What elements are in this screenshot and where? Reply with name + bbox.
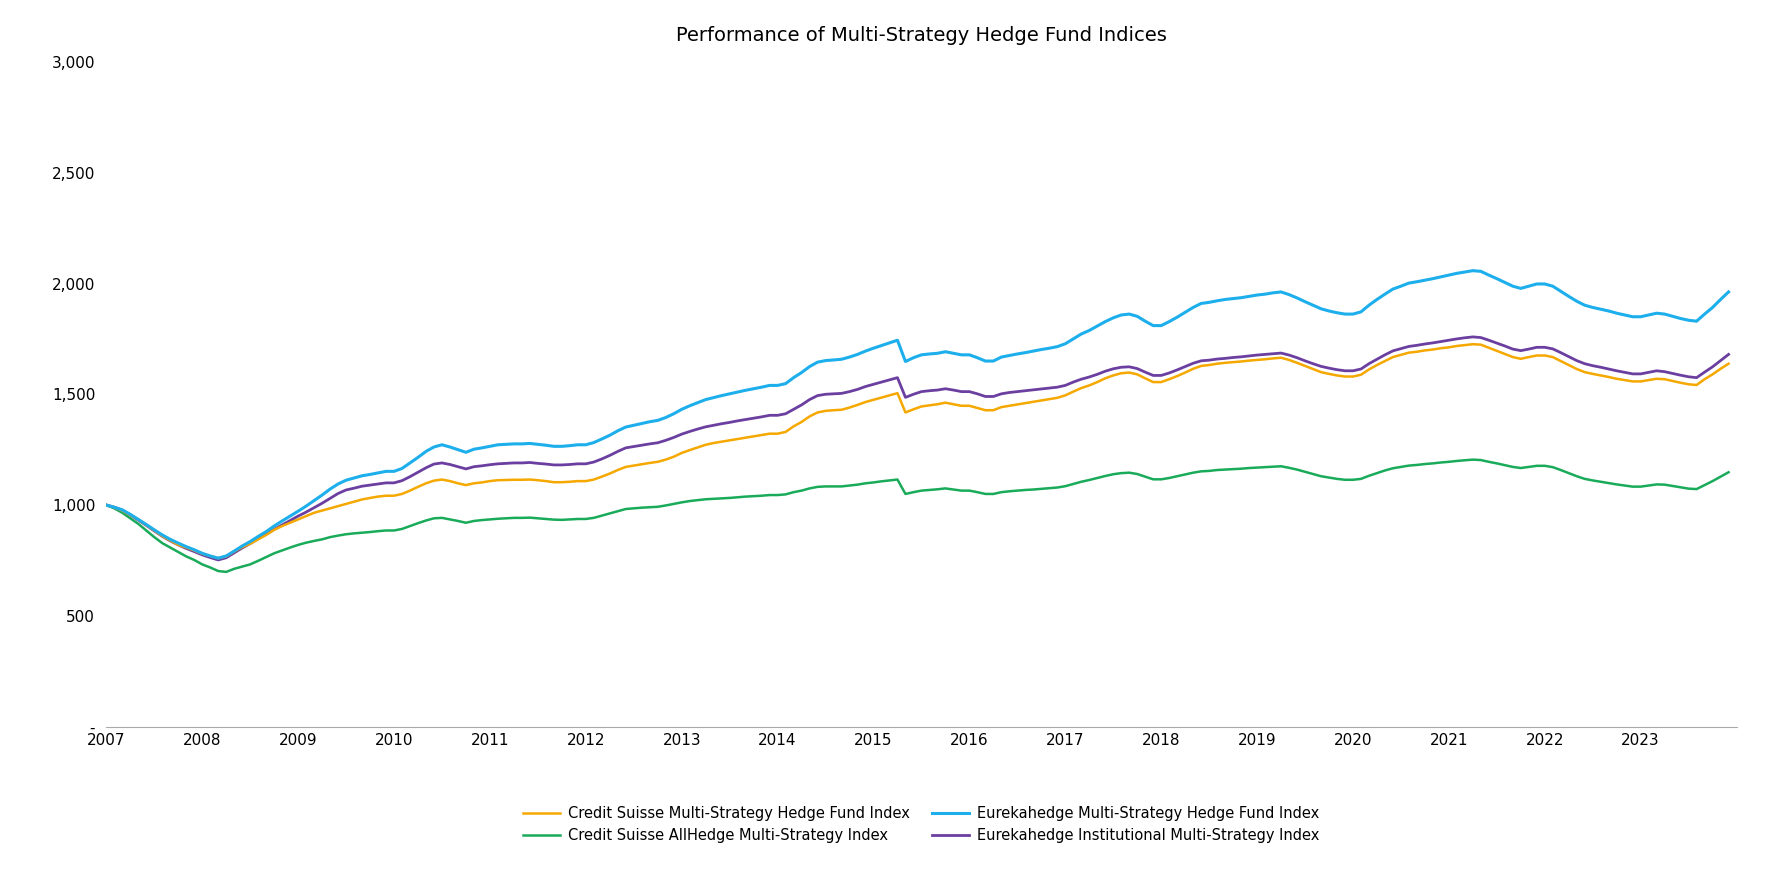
Eurekahedge Institutional Multi-Strategy Index <box>535 459 556 470</box>
Credit Suisse Multi-Strategy Hedge Fund Index <box>1717 358 1738 369</box>
Line: Eurekahedge Institutional Multi-Strategy Index: Eurekahedge Institutional Multi-Strategy… <box>106 337 1728 560</box>
Line: Eurekahedge Multi-Strategy Hedge Fund Index: Eurekahedge Multi-Strategy Hedge Fund In… <box>106 271 1728 558</box>
Credit Suisse AllHedge Multi-Strategy Index <box>216 567 237 578</box>
Eurekahedge Institutional Multi-Strategy Index <box>280 516 301 526</box>
Credit Suisse AllHedge Multi-Strategy Index <box>1302 469 1324 479</box>
Credit Suisse AllHedge Multi-Strategy Index <box>280 542 301 553</box>
Eurekahedge Multi-Strategy Hedge Fund Index <box>280 510 301 521</box>
Eurekahedge Multi-Strategy Hedge Fund Index <box>1302 299 1324 311</box>
Eurekahedge Institutional Multi-Strategy Index <box>1717 349 1738 360</box>
Eurekahedge Multi-Strategy Hedge Fund Index <box>1717 286 1738 297</box>
Credit Suisse Multi-Strategy Hedge Fund Index <box>96 500 117 510</box>
Credit Suisse Multi-Strategy Hedge Fund Index <box>920 400 941 410</box>
Credit Suisse AllHedge Multi-Strategy Index <box>920 485 941 495</box>
Title: Performance of Multi-Strategy Hedge Fund Indices: Performance of Multi-Strategy Hedge Fund… <box>675 27 1168 45</box>
Eurekahedge Institutional Multi-Strategy Index <box>1302 358 1324 369</box>
Credit Suisse AllHedge Multi-Strategy Index <box>96 500 117 510</box>
Credit Suisse Multi-Strategy Hedge Fund Index <box>952 400 973 411</box>
Credit Suisse AllHedge Multi-Strategy Index <box>535 514 556 525</box>
Eurekahedge Institutional Multi-Strategy Index <box>1462 331 1483 342</box>
Line: Credit Suisse Multi-Strategy Hedge Fund Index: Credit Suisse Multi-Strategy Hedge Fund … <box>106 344 1728 558</box>
Credit Suisse AllHedge Multi-Strategy Index <box>1462 455 1483 465</box>
Line: Credit Suisse AllHedge Multi-Strategy Index: Credit Suisse AllHedge Multi-Strategy In… <box>106 460 1728 572</box>
Credit Suisse AllHedge Multi-Strategy Index <box>1717 467 1738 478</box>
Eurekahedge Multi-Strategy Hedge Fund Index <box>1462 266 1483 276</box>
Credit Suisse AllHedge Multi-Strategy Index <box>376 525 397 536</box>
Eurekahedge Institutional Multi-Strategy Index <box>952 386 973 397</box>
Credit Suisse Multi-Strategy Hedge Fund Index <box>1462 338 1483 349</box>
Eurekahedge Multi-Strategy Hedge Fund Index <box>376 466 397 477</box>
Eurekahedge Institutional Multi-Strategy Index <box>207 555 229 565</box>
Eurekahedge Multi-Strategy Hedge Fund Index <box>207 553 229 563</box>
Eurekahedge Multi-Strategy Hedge Fund Index <box>952 349 973 360</box>
Credit Suisse Multi-Strategy Hedge Fund Index <box>1302 364 1324 375</box>
Eurekahedge Institutional Multi-Strategy Index <box>376 478 397 488</box>
Credit Suisse Multi-Strategy Hedge Fund Index <box>207 553 229 563</box>
Eurekahedge Institutional Multi-Strategy Index <box>920 385 941 396</box>
Credit Suisse Multi-Strategy Hedge Fund Index <box>376 491 397 501</box>
Credit Suisse Multi-Strategy Hedge Fund Index <box>280 517 301 528</box>
Credit Suisse Multi-Strategy Hedge Fund Index <box>535 476 556 486</box>
Eurekahedge Multi-Strategy Hedge Fund Index <box>96 500 117 510</box>
Eurekahedge Multi-Strategy Hedge Fund Index <box>920 349 941 360</box>
Eurekahedge Institutional Multi-Strategy Index <box>96 500 117 510</box>
Credit Suisse AllHedge Multi-Strategy Index <box>952 486 973 496</box>
Legend: Credit Suisse Multi-Strategy Hedge Fund Index, Credit Suisse AllHedge Multi-Stra: Credit Suisse Multi-Strategy Hedge Fund … <box>517 800 1325 849</box>
Eurekahedge Multi-Strategy Hedge Fund Index <box>535 439 556 450</box>
